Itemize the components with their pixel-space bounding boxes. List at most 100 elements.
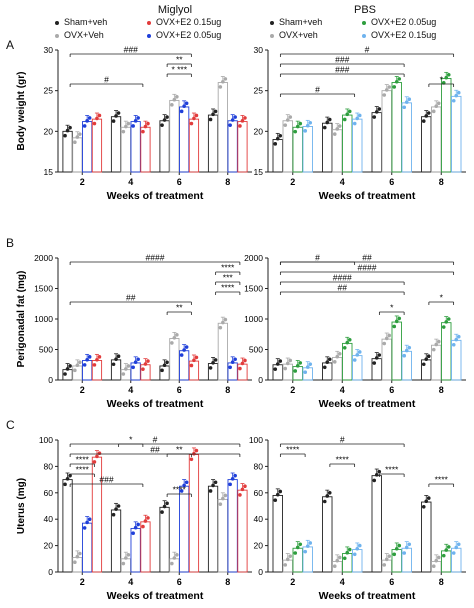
data-point (444, 320, 449, 324)
data-point (387, 85, 392, 89)
data-point (65, 128, 70, 133)
data-point (278, 359, 283, 363)
data-point (165, 360, 169, 365)
y-tick-label: 1500 (34, 284, 53, 294)
data-point (377, 107, 382, 111)
y-tick-label: 20 (44, 541, 54, 551)
data-point (233, 357, 237, 362)
data-point (275, 136, 280, 141)
x-tick-label: 2 (80, 177, 85, 187)
data-point (192, 358, 196, 363)
data-point (305, 365, 310, 369)
data-point (136, 522, 140, 527)
data-bar (72, 557, 83, 573)
data-bar (130, 527, 141, 573)
legend-dot-icon (55, 20, 59, 25)
y-tick-label: 2000 (244, 253, 263, 263)
data-point (342, 345, 347, 350)
data-point (192, 116, 196, 121)
x-tick-label: 2 (290, 177, 295, 187)
data-point (175, 94, 179, 99)
data-point (141, 129, 145, 134)
data-bar (130, 121, 141, 173)
legend-item: OVX+Veh (55, 29, 104, 41)
data-point (92, 121, 97, 126)
data-point (325, 494, 330, 498)
data-point (451, 342, 456, 347)
data-point (126, 364, 131, 368)
data-point (377, 353, 382, 357)
y-tick-label: 500 (39, 345, 53, 355)
data-point (295, 364, 300, 368)
significance-label: **** (76, 465, 90, 475)
data-point (233, 473, 237, 478)
data-point (394, 80, 399, 84)
data-point (288, 358, 293, 363)
y-tick-label: 20 (254, 541, 264, 551)
data-bar (188, 118, 200, 173)
data-point (170, 561, 174, 566)
data-point (184, 480, 189, 485)
data-bar (169, 99, 180, 173)
data-point (68, 364, 72, 368)
data-point (133, 119, 138, 123)
data-bar (292, 126, 303, 173)
data-point (372, 361, 377, 365)
significance-label: # (153, 435, 158, 445)
data-bar (217, 322, 228, 381)
data-point (184, 345, 189, 349)
data-point (172, 97, 177, 102)
data-point (308, 541, 313, 545)
x-tick-label: 6 (389, 385, 394, 395)
data-point (434, 342, 439, 347)
data-bar (292, 366, 303, 381)
data-point (78, 132, 82, 136)
data-point (305, 544, 310, 548)
data-point (230, 118, 235, 122)
data-point (288, 554, 293, 558)
data-bar (120, 126, 131, 173)
legend-label: OVX+E2 0.05ug (156, 30, 222, 40)
data-point (114, 114, 118, 118)
data-bar (381, 90, 392, 173)
data-point (228, 482, 232, 487)
data-bar (207, 114, 219, 173)
x-tick-label: 4 (340, 385, 345, 395)
data-bar (179, 106, 190, 173)
data-point (143, 362, 148, 366)
data-bar (391, 82, 402, 173)
data-point (352, 358, 357, 362)
legend-dot-icon (270, 20, 274, 25)
data-point (355, 353, 360, 357)
x-tick-label: 8 (439, 177, 444, 187)
y-tick-label: 1000 (34, 314, 53, 324)
data-point (404, 100, 409, 104)
data-point (124, 124, 128, 129)
data-point (114, 357, 118, 361)
data-bar (72, 365, 83, 381)
legend-dot-icon (270, 33, 274, 38)
y-tick-label: 0 (258, 567, 263, 577)
significance-label: ** (176, 445, 183, 455)
data-point (355, 116, 360, 121)
data-point (392, 324, 397, 329)
data-point (402, 105, 407, 110)
data-point (454, 337, 459, 342)
data-point (121, 372, 126, 376)
data-point (335, 127, 340, 131)
data-point (421, 119, 426, 123)
data-point (407, 345, 412, 350)
y-tick-label: 40 (254, 514, 264, 524)
data-point (243, 358, 247, 363)
y-tick-label: 15 (44, 167, 54, 177)
data-bar (207, 485, 219, 573)
data-bar (352, 118, 363, 173)
data-point (327, 117, 332, 122)
data-point (143, 124, 148, 129)
data-point (179, 489, 184, 493)
data-point (387, 554, 392, 558)
data-bar (441, 322, 452, 381)
data-point (456, 542, 461, 547)
data-bar (421, 501, 432, 573)
data-bar (110, 116, 122, 173)
